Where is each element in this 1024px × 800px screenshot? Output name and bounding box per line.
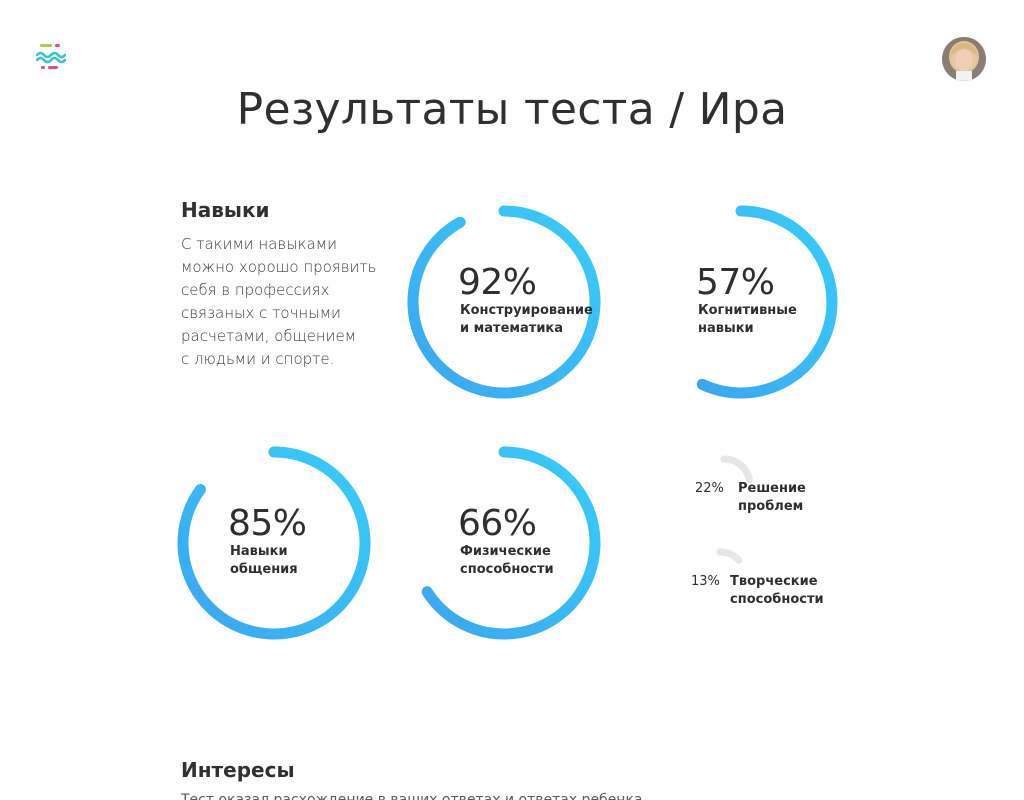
interests-heading: Интересы [181,758,295,782]
skill-ring-percent: 57% [696,262,775,303]
progress-ring-icon [421,446,601,640]
skill-ring-label-line: Навыки [230,544,288,559]
minor-skill-label-line: Творческие [730,574,818,589]
minor-skill-label-line: проблем [738,499,804,514]
minor-skill-label-line: способности [730,592,824,607]
minor-skill-creativity: 13% Творческие способности [690,548,850,618]
skills-description-line: связаных с точными [181,304,341,322]
skill-ring-label: Когнитивные навыки [698,302,797,338]
minor-skill-problem-solving: 22% Решение проблем [694,455,854,525]
skill-ring-percent: 66% [458,503,537,544]
progress-ring-icon [407,205,601,399]
skill-ring-label-line: общения [230,562,298,577]
skill-ring-label: Физические способности [460,543,554,579]
skill-ring-label: Конструирование и математика [460,302,593,338]
minor-skill-label: Решение проблем [738,480,806,516]
user-avatar-icon [942,37,986,81]
mini-progress-arc [720,455,754,484]
progress-ring-arc [177,446,371,640]
progress-ring-icon [696,205,838,399]
skills-description-line: расчетами, общением [181,327,357,345]
minor-skill-label-line: Решение [738,481,806,496]
skill-ring-percent: 85% [228,503,307,544]
skill-ring-label: Навыки общения [230,543,298,579]
skill-ring-label-line: навыки [698,321,754,336]
interests-description: Тест оказал расхождение в ваших ответах … [181,792,643,800]
skill-ring-label-line: Конструирование [460,303,593,318]
app-logo-icon [35,44,67,69]
progress-ring-arc [421,446,601,640]
minor-skill-label: Творческие способности [730,573,824,609]
mini-progress-arc [716,548,743,564]
progress-ring-icon [177,446,371,640]
minor-skill-percent: 13% [691,574,720,589]
skills-description-line: себя в профессиях [181,281,330,299]
skill-ring-cognitive: 57% Когнитивные навыки [643,204,839,400]
skills-description-line: с людьми и спорте. [181,350,335,368]
skill-ring-percent: 92% [458,262,537,303]
mini-arc-icon [720,455,754,484]
skills-description-line: С такими навыками [181,235,337,253]
mini-arc-icon [716,548,743,564]
skill-ring-label-line: и математика [460,321,564,336]
progress-ring-arc [696,205,838,399]
skills-heading: Навыки [181,198,270,222]
skills-description-line: можно хорошо проявить [181,258,377,276]
skill-ring-label-line: способности [460,562,554,577]
skills-description: С такими навыками можно хорошо проявить … [181,233,391,371]
skill-ring-construction-math: 92% Конструирование и математика [406,204,602,400]
page-title: Результаты теста / Ира [236,84,788,135]
skill-ring-communication: 85% Навыки общения [176,445,372,641]
app-logo[interactable] [35,42,67,70]
minor-skill-percent: 22% [695,481,724,496]
skill-ring-label-line: Физические [460,544,551,559]
progress-ring-arc [407,205,601,399]
user-avatar[interactable] [942,37,986,81]
skill-ring-label-line: Когнитивные [698,303,797,318]
skill-ring-physical: 66% Физические способности [406,445,602,641]
